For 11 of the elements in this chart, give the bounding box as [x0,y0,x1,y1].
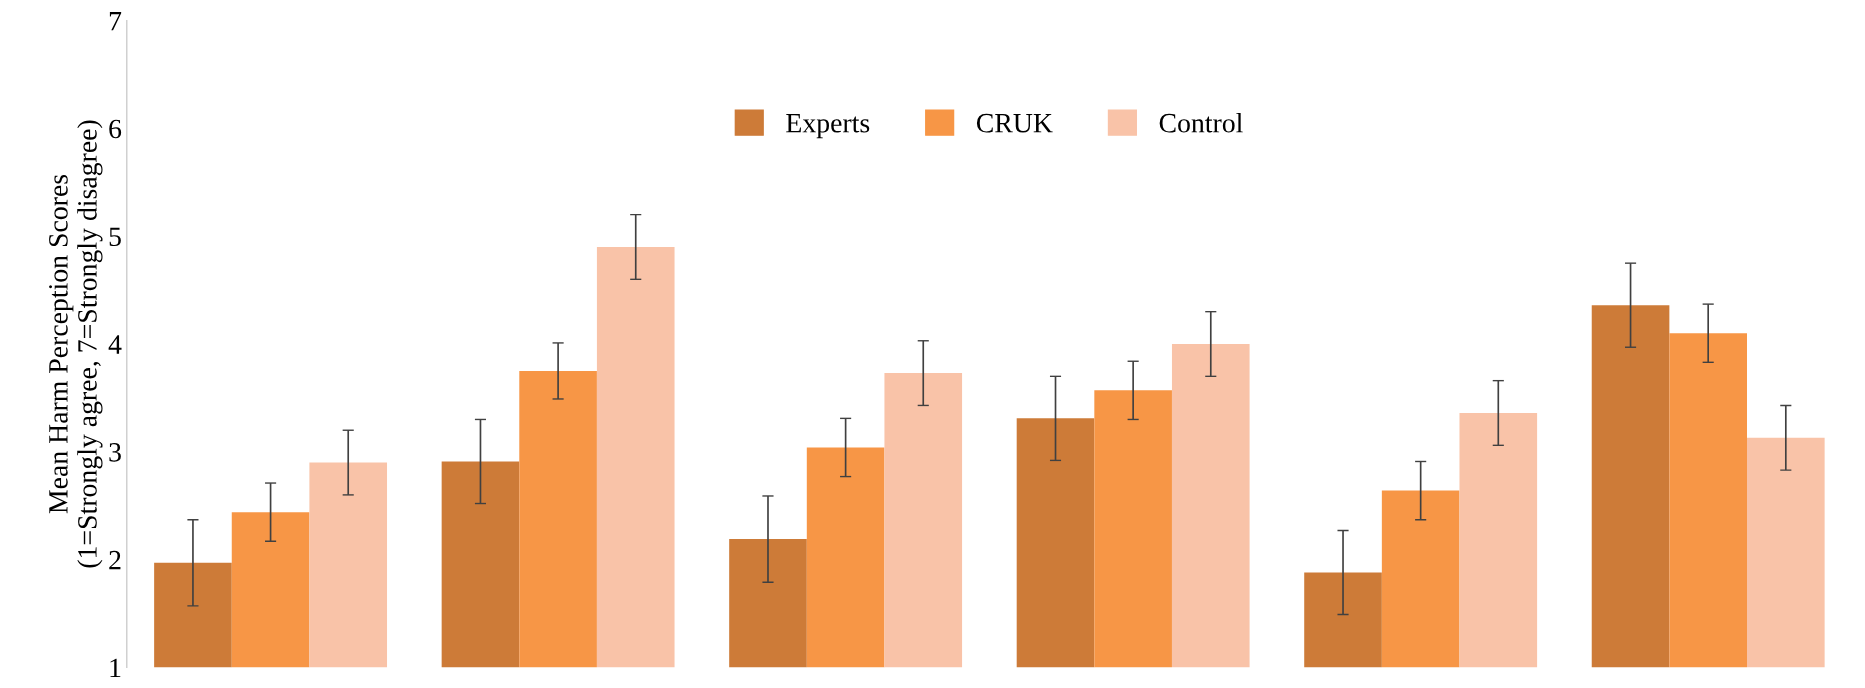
y-tick-label: 5 [109,227,121,247]
y-tick-label: 2 [109,550,121,570]
y-tick-label: 4 [108,335,122,354]
y-tick-label: 7 [109,12,122,31]
y-tick-label: 3 [109,443,121,462]
legend-label: Experts [786,114,870,139]
legend-label: Control [1159,112,1243,133]
y-tick-label: 1 [110,658,121,677]
legend-label: CRUK [976,113,1053,133]
y-tick-label: 6 [109,119,122,139]
y-axis-title: Mean Harm Perception Scores (1=Strongly agree, 7=Strongly disagree) [49,120,103,568]
